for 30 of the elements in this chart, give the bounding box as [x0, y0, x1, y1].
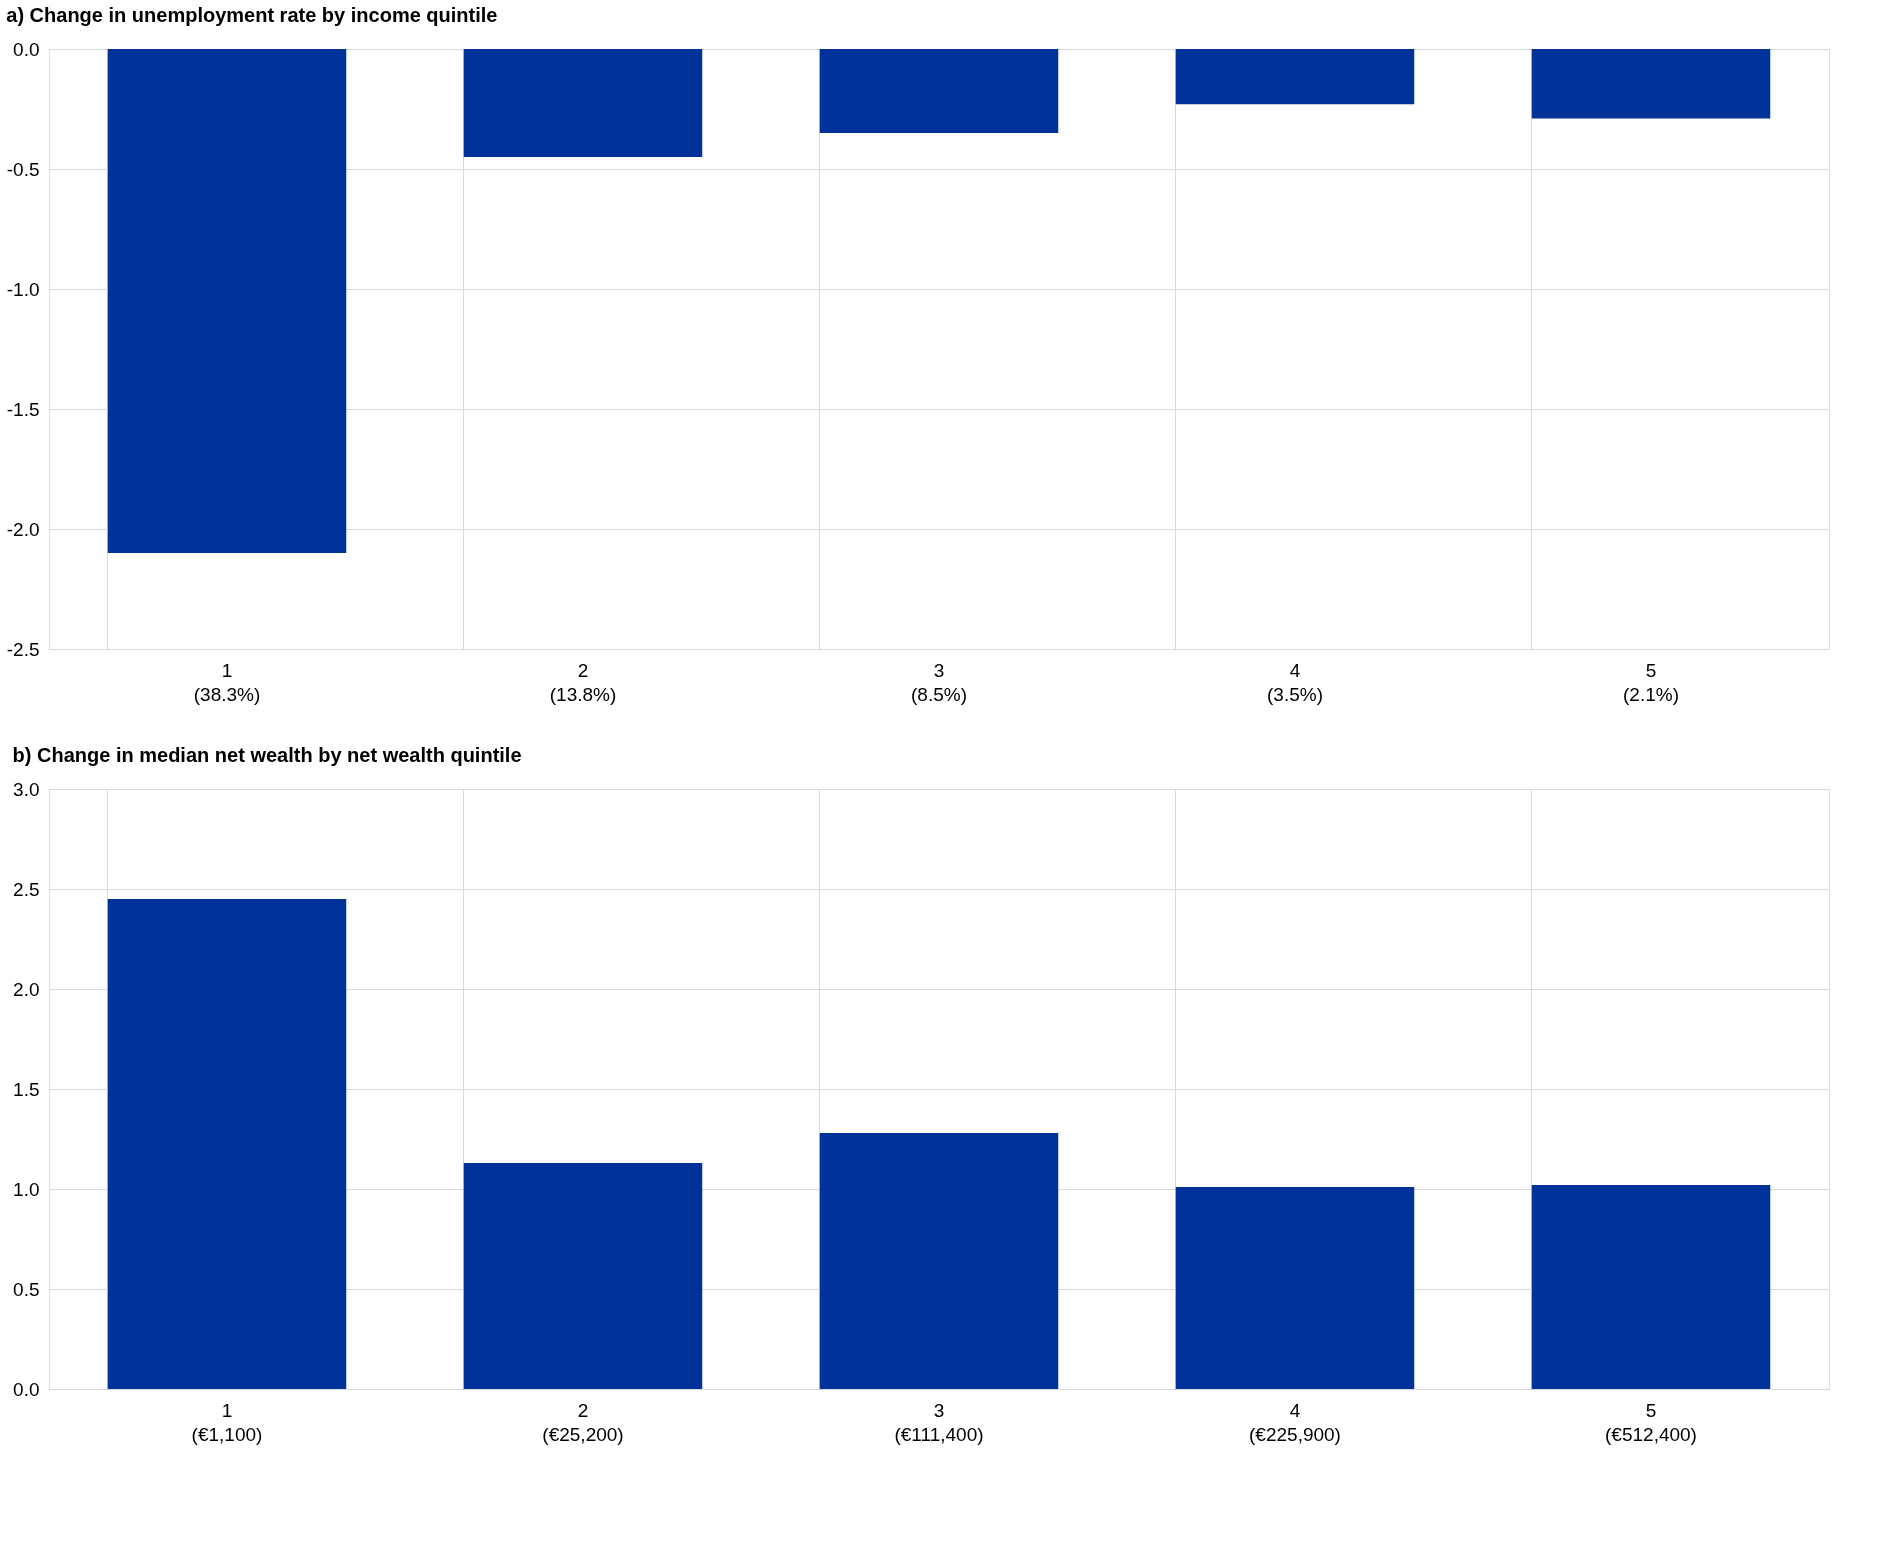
x-tick-label: 4 (€225,900) [1249, 1399, 1341, 1445]
x-tick-label: 4 (3.5%) [1267, 659, 1323, 705]
y-tick-label: 1.0 [13, 1178, 40, 1200]
x-tick-label: 3 (€111,400) [894, 1399, 984, 1445]
bar [463, 1163, 703, 1389]
y-tick-label: -1.0 [6, 278, 40, 300]
y-tick-label: 2.5 [13, 878, 40, 900]
x-tick-label: 2 (€25,200) [542, 1399, 624, 1445]
y-tick-label: 0.0 [13, 38, 40, 60]
chart-title: a) Change in unemployment rate by income quintile [6, 4, 498, 26]
y-tick-label: 2.0 [13, 978, 40, 1000]
x-tick-label: 1 (38.3%) [193, 659, 261, 705]
y-tick-label: -2.5 [6, 638, 40, 660]
bar [819, 1133, 1059, 1389]
bar [1531, 1185, 1771, 1389]
y-tick-label: 0.0 [13, 1378, 40, 1400]
chart-title: b) Change in median net wealth by net wealth quintile [12, 744, 522, 766]
y-tick-label: 0.5 [13, 1278, 40, 1300]
bar [107, 899, 347, 1389]
x-tick-label: 3 (8.5%) [911, 659, 967, 705]
bar [1175, 1187, 1415, 1389]
x-tick-label: 5 (2.1%) [1623, 659, 1679, 705]
x-tick-label: 1 (€1,100) [191, 1399, 263, 1445]
y-tick-label: -1.5 [6, 398, 40, 420]
x-tick-label: 2 (13.8%) [549, 659, 617, 705]
x-tick-label: 5 (€512,400) [1605, 1399, 1697, 1445]
y-tick-label: -0.5 [6, 158, 40, 180]
y-tick-label: 3.0 [13, 778, 40, 800]
y-tick-label: -2.0 [6, 518, 40, 540]
y-tick-label: 1.5 [13, 1078, 40, 1100]
